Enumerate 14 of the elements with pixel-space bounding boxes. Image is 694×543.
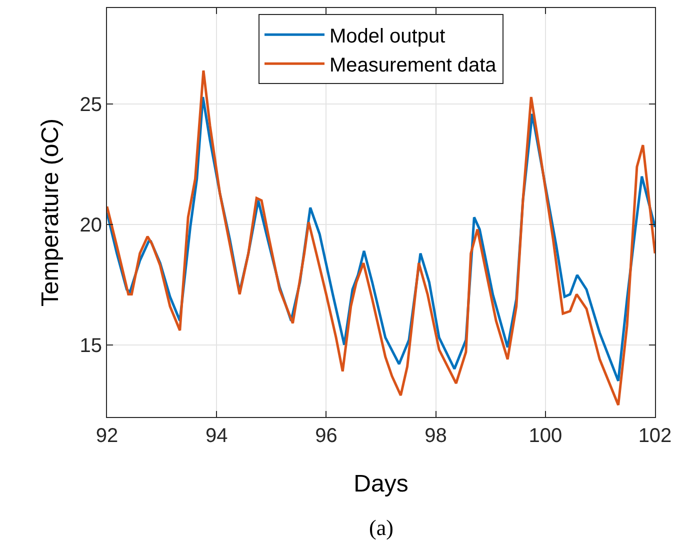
x-tick-label: 100 xyxy=(528,425,562,447)
x-tick-label: 96 xyxy=(315,425,338,447)
x-tick-label: 98 xyxy=(424,425,447,447)
x-axis-title: Days xyxy=(354,470,408,498)
y-tick-label: 25 xyxy=(80,94,102,116)
text: (a) xyxy=(369,515,394,540)
legend-label: Model output xyxy=(330,25,446,48)
y-tick-label: 15 xyxy=(80,334,102,357)
y-axis-title: Temperature (oC) xyxy=(36,118,64,307)
legend-label: Measurement data xyxy=(330,54,498,76)
x-tick-label: 102 xyxy=(638,425,672,447)
x-tick-label: 94 xyxy=(205,425,228,447)
x-tick-label: 92 xyxy=(96,425,118,447)
y-tick-label: 20 xyxy=(80,214,102,237)
